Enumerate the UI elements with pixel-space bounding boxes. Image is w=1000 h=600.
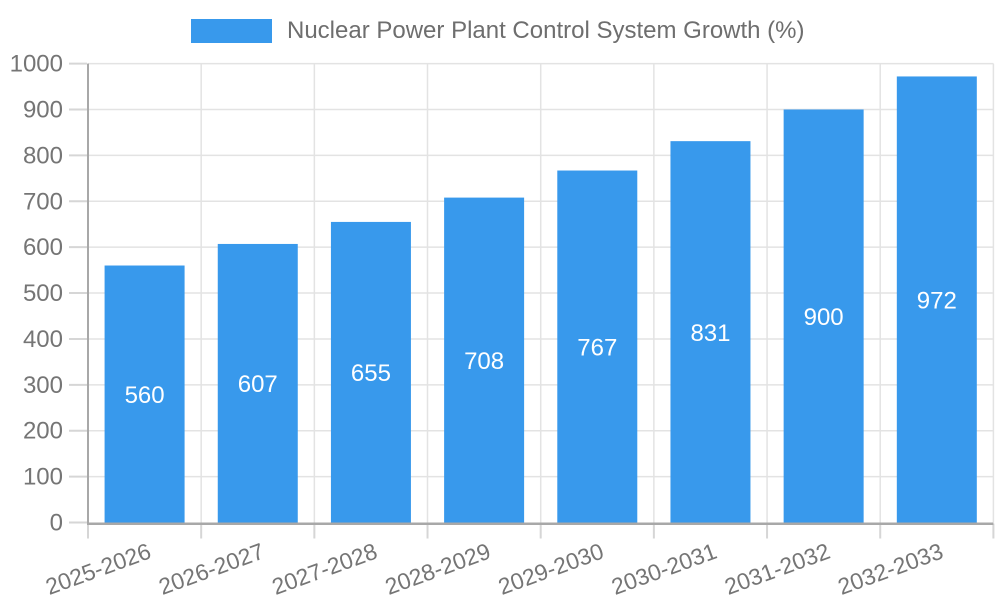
y-axis-label: 400 — [23, 326, 63, 353]
bar-2027-2028[interactable] — [330, 221, 411, 523]
x-axis-label: 2028-2029 — [382, 538, 494, 600]
legend-swatch — [191, 19, 272, 43]
bar-2031-2032[interactable] — [783, 109, 864, 523]
bar-2030-2031[interactable] — [670, 141, 751, 523]
x-axis-label: 2031-2032 — [721, 538, 833, 600]
bar-value-label: 655 — [351, 360, 391, 387]
chart-legend[interactable]: Nuclear Power Plant Control System Growt… — [191, 19, 805, 43]
bar-2032-2033[interactable] — [896, 76, 977, 523]
bar-2028-2029[interactable] — [444, 197, 525, 523]
bar-value-label: 831 — [690, 320, 730, 347]
x-axis-label: 2026-2027 — [155, 538, 267, 600]
y-axis-label: 700 — [23, 188, 63, 215]
y-axis-label: 200 — [23, 418, 63, 445]
y-axis-label: 800 — [23, 142, 63, 169]
y-axis-label: 900 — [23, 96, 63, 123]
x-axis-label: 2030-2031 — [608, 538, 720, 600]
y-axis-label: 0 — [50, 510, 63, 537]
bar-value-label: 767 — [577, 335, 617, 362]
y-axis-label: 500 — [23, 280, 63, 307]
bar-value-label: 900 — [804, 304, 844, 331]
y-axis-label: 1000 — [10, 51, 63, 78]
x-axis-label: 2025-2026 — [42, 538, 154, 600]
bar-value-label: 560 — [125, 382, 165, 409]
bar-value-label: 708 — [464, 348, 504, 375]
y-axis-label: 600 — [23, 234, 63, 261]
bar-2029-2030[interactable] — [557, 170, 638, 523]
x-axis-label: 2029-2030 — [495, 538, 607, 600]
legend-label: Nuclear Power Plant Control System Growt… — [287, 17, 805, 44]
bar-2025-2026[interactable] — [104, 265, 185, 523]
bar-value-label: 972 — [917, 287, 957, 314]
y-axis-label: 100 — [23, 464, 63, 491]
bar-value-label: 607 — [238, 371, 278, 398]
bar-2026-2027[interactable] — [217, 243, 298, 523]
x-axis-label: 2032-2033 — [834, 538, 946, 600]
x-axis-label: 2027-2028 — [268, 538, 380, 600]
y-axis-label: 300 — [23, 372, 63, 399]
